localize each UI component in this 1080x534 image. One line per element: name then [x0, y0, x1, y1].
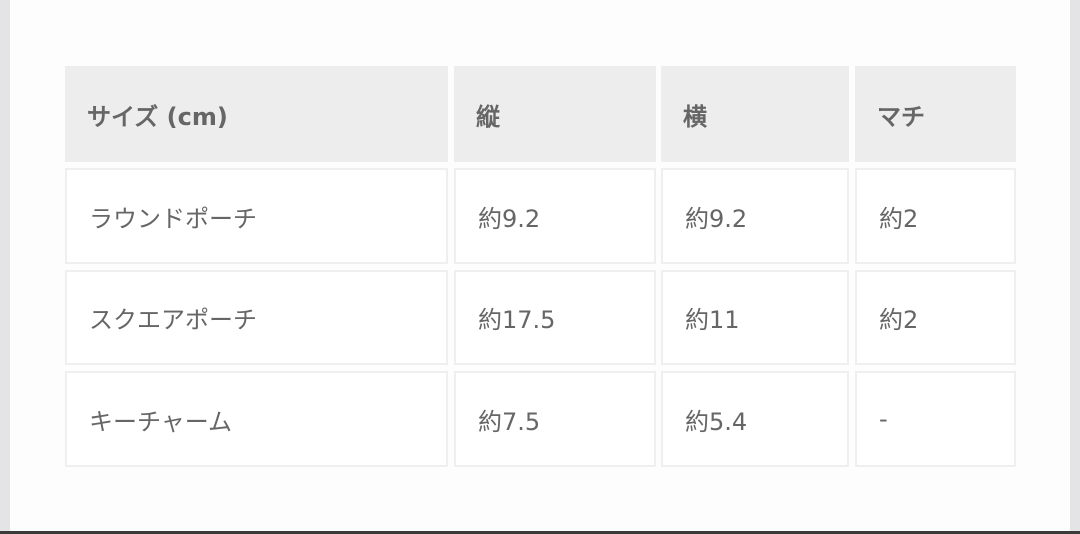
table-cell-size: ラウンドポーチ — [65, 168, 448, 264]
table-cell-height: 約9.2 — [454, 168, 656, 264]
table-cell-depth: 約2 — [855, 168, 1016, 264]
table-cell-width: 約11 — [661, 270, 849, 365]
bottom-edge — [0, 531, 1080, 534]
table-cell-width: 約9.2 — [661, 168, 849, 264]
table-cell-height: 約17.5 — [454, 270, 656, 365]
table-cell-size: スクエアポーチ — [65, 270, 448, 365]
table-cell-width: 約5.4 — [661, 371, 849, 467]
header-cell-height: 縦 — [454, 66, 656, 162]
header-cell-depth: マチ — [855, 66, 1016, 162]
table-cell-depth: 約2 — [855, 270, 1016, 365]
table-cell-height: 約7.5 — [454, 371, 656, 467]
right-edge — [1070, 0, 1080, 534]
table-cell-size: キーチャーム — [65, 371, 448, 467]
header-cell-size: サイズ (cm) — [65, 66, 448, 162]
left-edge — [0, 0, 10, 534]
table-cell-depth: - — [855, 371, 1016, 467]
header-cell-width: 横 — [661, 66, 849, 162]
